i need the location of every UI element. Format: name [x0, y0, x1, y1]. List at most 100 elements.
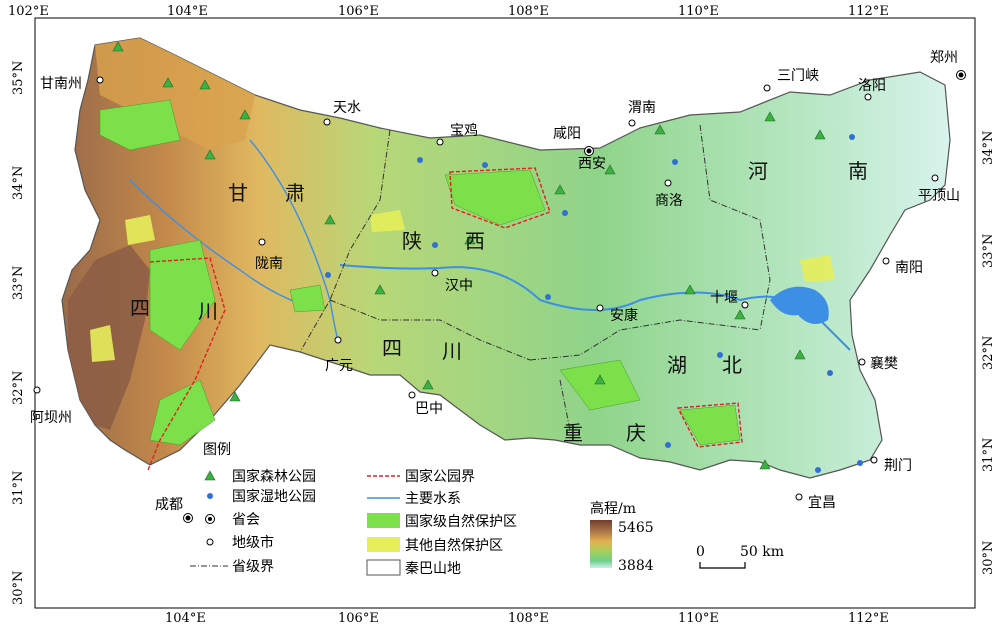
province-label: 四	[130, 296, 150, 320]
city-label: 荆门	[884, 458, 912, 474]
legend-item: 国家公园界	[405, 468, 475, 485]
forest-park-marker	[464, 234, 476, 245]
legend-qinba-symbol	[366, 559, 401, 576]
tick-bottom-1: 106°E	[338, 611, 379, 625]
top-axis: 102°E 104°E 106°E 108°E 110°E 112°E	[8, 4, 889, 19]
legend-title: 图例	[203, 442, 231, 458]
city-marker	[931, 174, 939, 182]
city-marker	[795, 493, 803, 501]
city-label: 宝鸡	[450, 122, 478, 139]
forest-park-marker	[239, 109, 251, 120]
left-axis: 35°N 34°N 33°N 32°N 31°N 30°N	[11, 61, 26, 605]
forest-park-marker	[604, 164, 616, 175]
national-park-boundary	[147, 257, 226, 471]
city-marker	[258, 238, 266, 246]
province-labels: 甘 肃 陕 西 河 南 四 川 四 川 湖 北 重 庆	[130, 159, 868, 445]
tick-right-0: 34°N	[981, 131, 996, 165]
city-marker	[436, 138, 444, 146]
national-reserves	[99, 99, 741, 446]
province-label: 川	[442, 339, 462, 363]
forest-park-marker	[734, 309, 746, 320]
wetland-park-marker	[857, 460, 863, 466]
forest-park-markers	[112, 41, 826, 470]
forest-park-marker	[422, 379, 434, 390]
wetland-park-marker	[545, 294, 551, 300]
wetland-park-marker	[717, 352, 723, 358]
forest-park-marker	[204, 149, 216, 160]
tick-right-4: 30°N	[981, 541, 996, 575]
elevation-legend: 高程/m 5465 3884	[590, 500, 654, 574]
city-marker	[870, 456, 878, 464]
city-label: 天水	[333, 100, 361, 116]
legend-item: 其他自然保护区	[405, 537, 503, 554]
forest-park-marker	[162, 77, 174, 88]
city-label: 郑州	[930, 50, 958, 66]
wetland-park-marker	[417, 157, 423, 163]
tick-top-3: 108°E	[508, 4, 549, 19]
legend-other-reserve-symbol	[367, 537, 400, 552]
province-label: 肃	[285, 181, 305, 205]
tick-right-3: 31°N	[981, 438, 996, 472]
city-marker	[628, 119, 636, 127]
tick-top-2: 106°E	[338, 4, 379, 19]
legend-item: 地级市	[232, 534, 274, 551]
city-marker	[408, 391, 416, 399]
legend-city-symbol	[206, 538, 214, 546]
city-marker	[334, 336, 342, 344]
city-label: 平顶山	[918, 188, 960, 204]
tick-left-1: 34°N	[11, 166, 26, 200]
tick-left-4: 31°N	[11, 471, 26, 505]
legend-item: 国家森林公园	[232, 468, 316, 485]
tick-bottom-4: 112°E	[848, 611, 889, 625]
city-label: 甘南州	[40, 76, 82, 92]
tick-bottom-0: 104°E	[165, 611, 206, 625]
city-marker	[33, 386, 41, 394]
province-label: 四	[382, 336, 402, 360]
legend-item: 主要水系	[405, 491, 461, 507]
wetland-park-marker	[562, 210, 568, 216]
province-label: 西	[465, 229, 485, 253]
province-label: 陕	[402, 229, 422, 253]
tributary-river	[249, 139, 339, 341]
other-reserves	[90, 210, 835, 362]
city-label: 西安	[578, 156, 606, 172]
tick-top-1: 104°E	[167, 4, 208, 19]
city-label: 汉中	[445, 278, 473, 294]
wetland-park-marker	[827, 370, 833, 376]
city-label: 巴中	[415, 401, 443, 417]
forest-park-marker	[324, 214, 336, 225]
danjiangkou-reservoir	[770, 286, 829, 324]
city-label: 咸阳	[553, 126, 581, 142]
elevation-ramp	[590, 520, 612, 568]
city-marker	[763, 84, 771, 92]
province-label: 南	[848, 159, 868, 183]
city-label: 成都	[155, 497, 183, 513]
qinba-region	[61, 37, 951, 479]
tick-bottom-2: 108°E	[508, 611, 549, 625]
national-park-boundary	[676, 402, 743, 448]
forest-park-marker	[229, 391, 241, 402]
wetland-park-marker	[672, 159, 678, 165]
forest-park-marker	[759, 459, 771, 470]
city-label: 阿坝州	[30, 410, 72, 426]
wetland-park-marker	[815, 467, 821, 473]
forest-park-marker	[654, 124, 666, 135]
city-marker	[858, 358, 866, 366]
forest-park-marker	[594, 374, 606, 385]
national-park-boundary	[449, 167, 551, 229]
city-label: 广元	[325, 358, 353, 374]
legend-item: 省会	[232, 512, 260, 528]
scale-zero: 0	[696, 544, 705, 560]
city-marker	[864, 93, 872, 101]
bottom-axis: 104°E 106°E 108°E 110°E 112°E	[165, 611, 889, 625]
city-marker	[882, 257, 890, 265]
city-label: 十堰	[710, 290, 738, 306]
scale-label: 50 km	[740, 544, 784, 560]
forest-park-marker	[112, 41, 124, 52]
legend: 图例 国家森林公园 国家湿地公园 省会 地级市 省级界 国家公园界 主要水系 国…	[190, 442, 517, 577]
tick-top-4: 110°E	[678, 4, 719, 19]
legend-item: 省级界	[232, 559, 274, 575]
forest-park-marker	[794, 349, 806, 360]
city-marker	[596, 304, 604, 312]
